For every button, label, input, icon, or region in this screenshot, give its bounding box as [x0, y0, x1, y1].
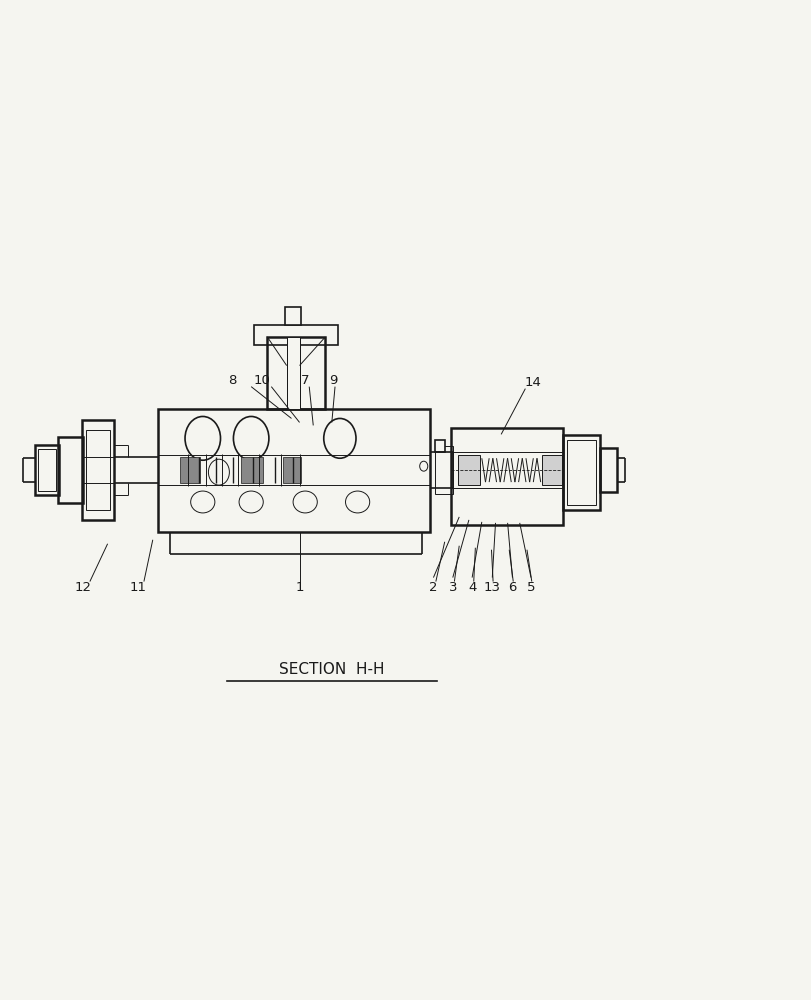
Text: 9: 9	[328, 374, 337, 387]
Bar	[86, 430, 110, 510]
Bar	[599, 448, 616, 492]
Bar	[435, 446, 453, 494]
Bar	[435, 440, 444, 452]
Text: SECTION  H-H: SECTION H-H	[279, 662, 384, 677]
Text: 1: 1	[295, 581, 303, 594]
Text: 12: 12	[75, 581, 92, 594]
Bar	[563, 435, 599, 510]
Text: 14: 14	[525, 376, 541, 389]
Bar	[38, 449, 56, 491]
Text: 5: 5	[526, 581, 534, 594]
Text: 8: 8	[228, 374, 237, 387]
Bar	[457, 455, 479, 485]
Bar	[267, 337, 325, 409]
Text: 7: 7	[301, 374, 309, 387]
Text: 4: 4	[467, 581, 476, 594]
Bar	[283, 457, 301, 483]
Bar	[58, 437, 84, 503]
Bar	[254, 325, 338, 345]
Bar	[82, 420, 114, 520]
Text: 2: 2	[429, 581, 437, 594]
Bar	[240, 457, 263, 483]
Bar	[35, 445, 59, 495]
Bar	[180, 457, 200, 483]
Bar	[542, 455, 561, 485]
Bar	[451, 428, 563, 525]
Bar	[567, 440, 594, 505]
Text: 11: 11	[130, 581, 147, 594]
Text: 13: 13	[483, 581, 500, 594]
Text: 3: 3	[448, 581, 457, 594]
Bar	[286, 337, 299, 409]
Bar	[285, 307, 301, 325]
Bar	[157, 409, 430, 532]
Text: 10: 10	[254, 374, 271, 387]
Text: 6: 6	[508, 581, 516, 594]
